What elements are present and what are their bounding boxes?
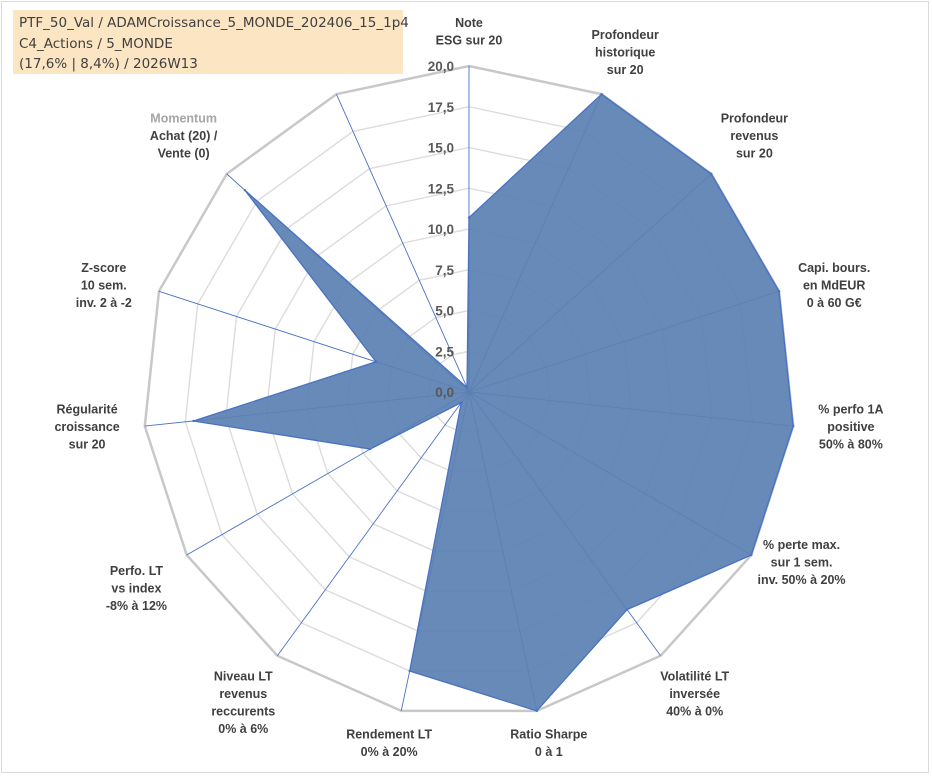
tick-label: 15,0 <box>428 141 454 156</box>
tick-label: 7,5 <box>435 263 454 278</box>
axis-spoke <box>335 94 470 393</box>
axis-label: Note ESG sur 20 <box>436 16 503 48</box>
series-point <box>243 189 247 192</box>
series-point <box>710 172 713 176</box>
series-point <box>467 216 471 219</box>
tick-label: 12,5 <box>428 181 455 196</box>
axis-label: Capi. bours. en MdEUR 0 à 60 G€ <box>798 261 870 310</box>
series-point <box>535 709 538 713</box>
axis-label: Volatilité LT inversée 40% à 0% <box>660 670 729 719</box>
series-point <box>750 553 753 557</box>
tick-label: 10,0 <box>428 222 454 237</box>
axis-label: Profondeur revenus sur 20 <box>721 112 788 161</box>
series-point <box>465 386 469 389</box>
axis-label: % perfo 1A positive 50% à 80% <box>818 402 883 451</box>
axis-labels: Note ESG sur 20 Profondeur historique sur 20… <box>54 16 883 759</box>
axis-label: Perfo. LT vs index -8% à 12% <box>106 564 167 613</box>
axis-label: Ratio Sharpe 0 à 1 <box>510 728 587 760</box>
radial-tick-labels: 0,0 2,5 5,0 7,5 10,0 12,5 15,0 17,5 20,0 <box>428 59 455 400</box>
series-point <box>192 419 195 423</box>
axis-label: Momentum Achat (20) / Vente (0) <box>150 112 218 161</box>
series-point <box>368 447 372 451</box>
tick-label: 2,5 <box>435 344 454 359</box>
tick-label: 20,0 <box>428 59 454 74</box>
series-point <box>600 92 603 96</box>
axis-label: % perte max. sur 1 sem. inv. 50% à 20% <box>758 538 846 587</box>
series-point <box>625 608 629 611</box>
axis-label: Z-score 10 sem. inv. 2 à -2 <box>76 261 132 310</box>
series-area <box>193 93 794 712</box>
series-point <box>374 360 378 363</box>
axis-label: Rendement LT 0% à 20% <box>346 728 432 760</box>
tick-label: 17,5 <box>428 100 455 115</box>
series-point <box>408 669 411 673</box>
chart-title-box: PTF_50_Val / ADAMCroissance_5_MONDE_2024… <box>13 10 409 74</box>
series-layer <box>192 92 795 713</box>
axis-label: Régularité croissance sur 20 <box>54 402 119 451</box>
tick-label: 0,0 <box>435 385 454 400</box>
axis-label: Niveau LT revenus reccurents 0% à 6% <box>211 670 275 737</box>
series-point <box>792 424 795 428</box>
series-point <box>777 290 781 293</box>
tick-label: 5,0 <box>435 304 454 319</box>
axis-label: Profondeur historique sur 20 <box>592 28 659 77</box>
title-line-1: PTF_50_Val / ADAMCroissance_5_MONDE_2024… <box>19 15 409 31</box>
series-point <box>460 401 463 404</box>
title-line-2: C4_Actions / 5_MONDE <box>19 36 173 52</box>
title-line-3: (17,6% | 8,4%) / 2026W13 <box>19 56 198 72</box>
axis-spoke <box>277 391 470 657</box>
